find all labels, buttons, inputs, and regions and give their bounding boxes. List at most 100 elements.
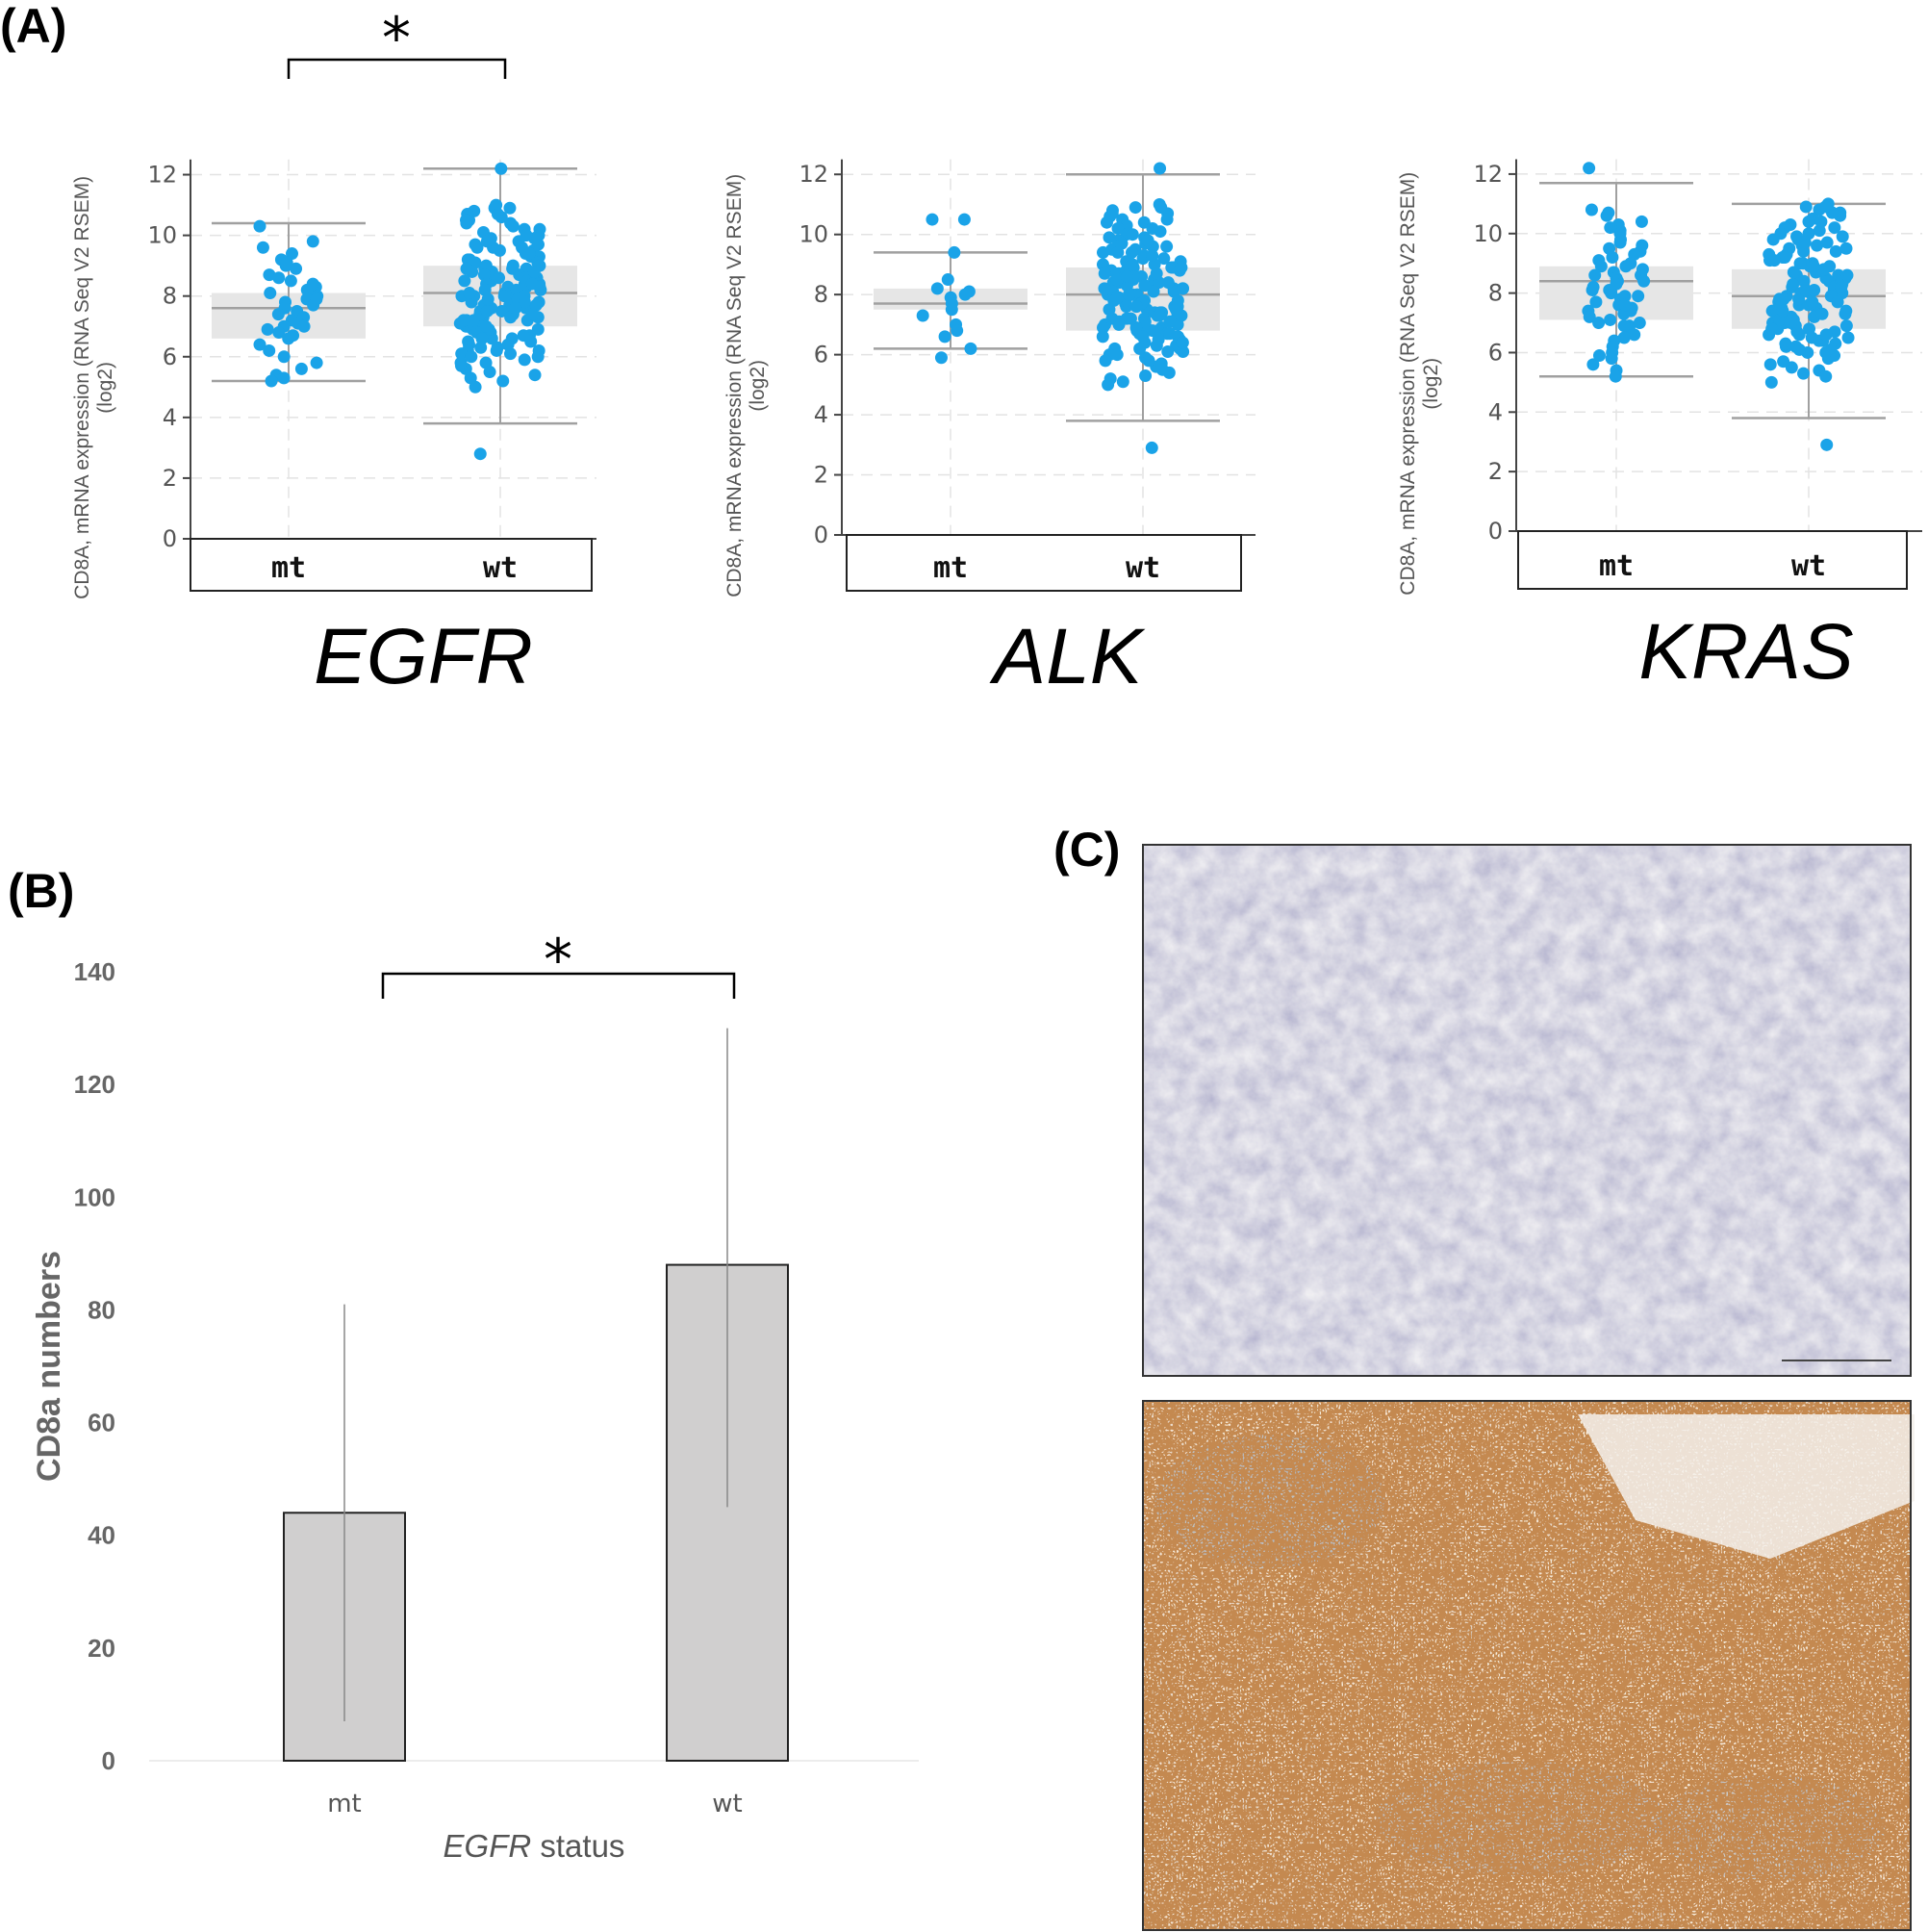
data-point-mt	[1583, 310, 1596, 323]
y-tick-label: 8	[163, 283, 177, 310]
data-point-wt	[493, 243, 506, 257]
y-axis-label-line1: CD8A, mRNA expression (RNA Seq V2 RSEM)	[71, 176, 93, 599]
y-tick-label: 100	[74, 1182, 115, 1211]
data-point-wt	[497, 290, 511, 303]
data-point-mt	[1606, 251, 1619, 265]
data-point-wt	[1767, 254, 1781, 267]
data-point-wt	[1145, 441, 1158, 454]
x-category-mt: mt	[933, 551, 968, 585]
data-point-mt	[916, 309, 929, 322]
data-point-mt	[1617, 319, 1631, 333]
data-point-wt	[1839, 242, 1853, 255]
data-point-wt	[1129, 300, 1143, 314]
data-point-wt	[517, 329, 530, 343]
data-point-wt	[526, 308, 540, 321]
data-point-mt	[263, 343, 276, 357]
data-point-wt	[464, 371, 477, 385]
y-tick-label: 6	[163, 343, 177, 370]
y-tick-label: 12	[147, 162, 177, 189]
data-point-wt	[1787, 277, 1800, 291]
data-point-wt	[1160, 240, 1174, 253]
data-point-mt	[1605, 352, 1618, 366]
data-point-mt	[272, 326, 286, 340]
y-tick-label: 0	[814, 521, 828, 548]
data-point-wt	[1799, 200, 1813, 214]
data-point-wt	[528, 369, 542, 382]
y-tick-label: 12	[799, 161, 828, 188]
data-point-mt	[938, 330, 951, 343]
x-category-wt: wt	[483, 551, 518, 585]
y-tick-label: 10	[147, 222, 177, 249]
data-point-wt	[474, 341, 488, 354]
data-point-mt	[941, 273, 954, 287]
y-tick-label: 4	[814, 401, 828, 428]
data-point-mt	[1632, 290, 1645, 303]
data-point-wt	[1176, 336, 1189, 349]
y-tick-label: 40	[88, 1521, 115, 1550]
data-point-mt	[256, 241, 269, 254]
data-point-wt	[455, 347, 469, 361]
data-point-wt	[1110, 291, 1124, 304]
x-category-mt: mt	[327, 1790, 362, 1818]
data-point-mt	[1603, 284, 1616, 297]
y-tick-label: 0	[102, 1746, 115, 1775]
data-point-wt	[1153, 309, 1166, 322]
data-point-wt	[1105, 207, 1119, 220]
data-point-mt	[277, 371, 291, 385]
data-point-wt	[1802, 215, 1815, 228]
data-point-mt	[1636, 239, 1649, 252]
x-category-mt: mt	[1599, 549, 1634, 583]
data-point-wt	[1799, 284, 1813, 297]
data-point-wt	[525, 277, 539, 291]
data-point-wt	[457, 314, 470, 327]
significance-star: *	[544, 927, 572, 994]
data-point-wt	[454, 356, 468, 369]
data-point-mt	[1613, 236, 1627, 249]
data-point-mt	[1592, 317, 1606, 330]
data-point-wt	[1099, 354, 1112, 368]
micrograph-top-texture	[1143, 845, 1911, 1376]
data-point-wt	[506, 259, 520, 272]
data-point-mt	[1618, 298, 1632, 312]
significance-bracket	[287, 58, 507, 79]
y-axis-label: CD8A, mRNA expression (RNA Seq V2 RSEM)(…	[71, 176, 116, 599]
data-point-mt	[1628, 328, 1641, 342]
alk-scatter-chart: 0 2 4 6 8 10 12 CD8A, mRNA expression (RNA Seq …	[723, 159, 1256, 700]
data-point-mt	[253, 338, 266, 351]
data-point-wt	[501, 338, 515, 351]
data-point-wt	[495, 304, 509, 318]
y-tick-label: 2	[163, 465, 177, 492]
y-tick-label: 6	[1488, 339, 1503, 366]
data-point-wt	[1161, 276, 1175, 290]
data-point-mt	[306, 235, 319, 248]
data-point-mt	[1619, 260, 1633, 273]
y-tick-label: 140	[74, 957, 115, 986]
data-point-mt	[1617, 331, 1631, 344]
x-category-mt: mt	[271, 551, 306, 585]
data-point-mt	[1588, 268, 1602, 282]
data-point-wt	[1778, 251, 1791, 265]
data-point-wt	[1125, 245, 1138, 259]
data-point-wt	[483, 366, 496, 379]
y-tick-label: 0	[163, 525, 177, 552]
y-axis-label: CD8A, mRNA expression (RNA Seq V2 RSEM)(…	[1397, 172, 1442, 596]
data-point-mt	[964, 342, 977, 355]
data-point-mt	[934, 351, 948, 365]
data-point-mt	[285, 247, 298, 261]
x-category-wt: wt	[712, 1790, 742, 1818]
data-point-wt	[1171, 293, 1184, 307]
data-point-wt	[1103, 231, 1116, 244]
y-tick-label: 120	[74, 1070, 115, 1099]
data-point-wt	[1150, 267, 1163, 280]
data-point-wt	[1160, 213, 1174, 226]
data-point-wt	[1097, 321, 1110, 335]
data-point-wt	[479, 319, 493, 333]
data-point-mt	[272, 271, 286, 285]
data-point-mt	[310, 292, 323, 306]
data-point-wt	[458, 274, 471, 288]
y-tick-label: 60	[88, 1409, 115, 1437]
y-tick-label: 10	[799, 221, 828, 248]
micrograph-top	[1142, 844, 1912, 1377]
data-point-wt	[480, 235, 494, 248]
data-point-wt	[1831, 295, 1844, 309]
